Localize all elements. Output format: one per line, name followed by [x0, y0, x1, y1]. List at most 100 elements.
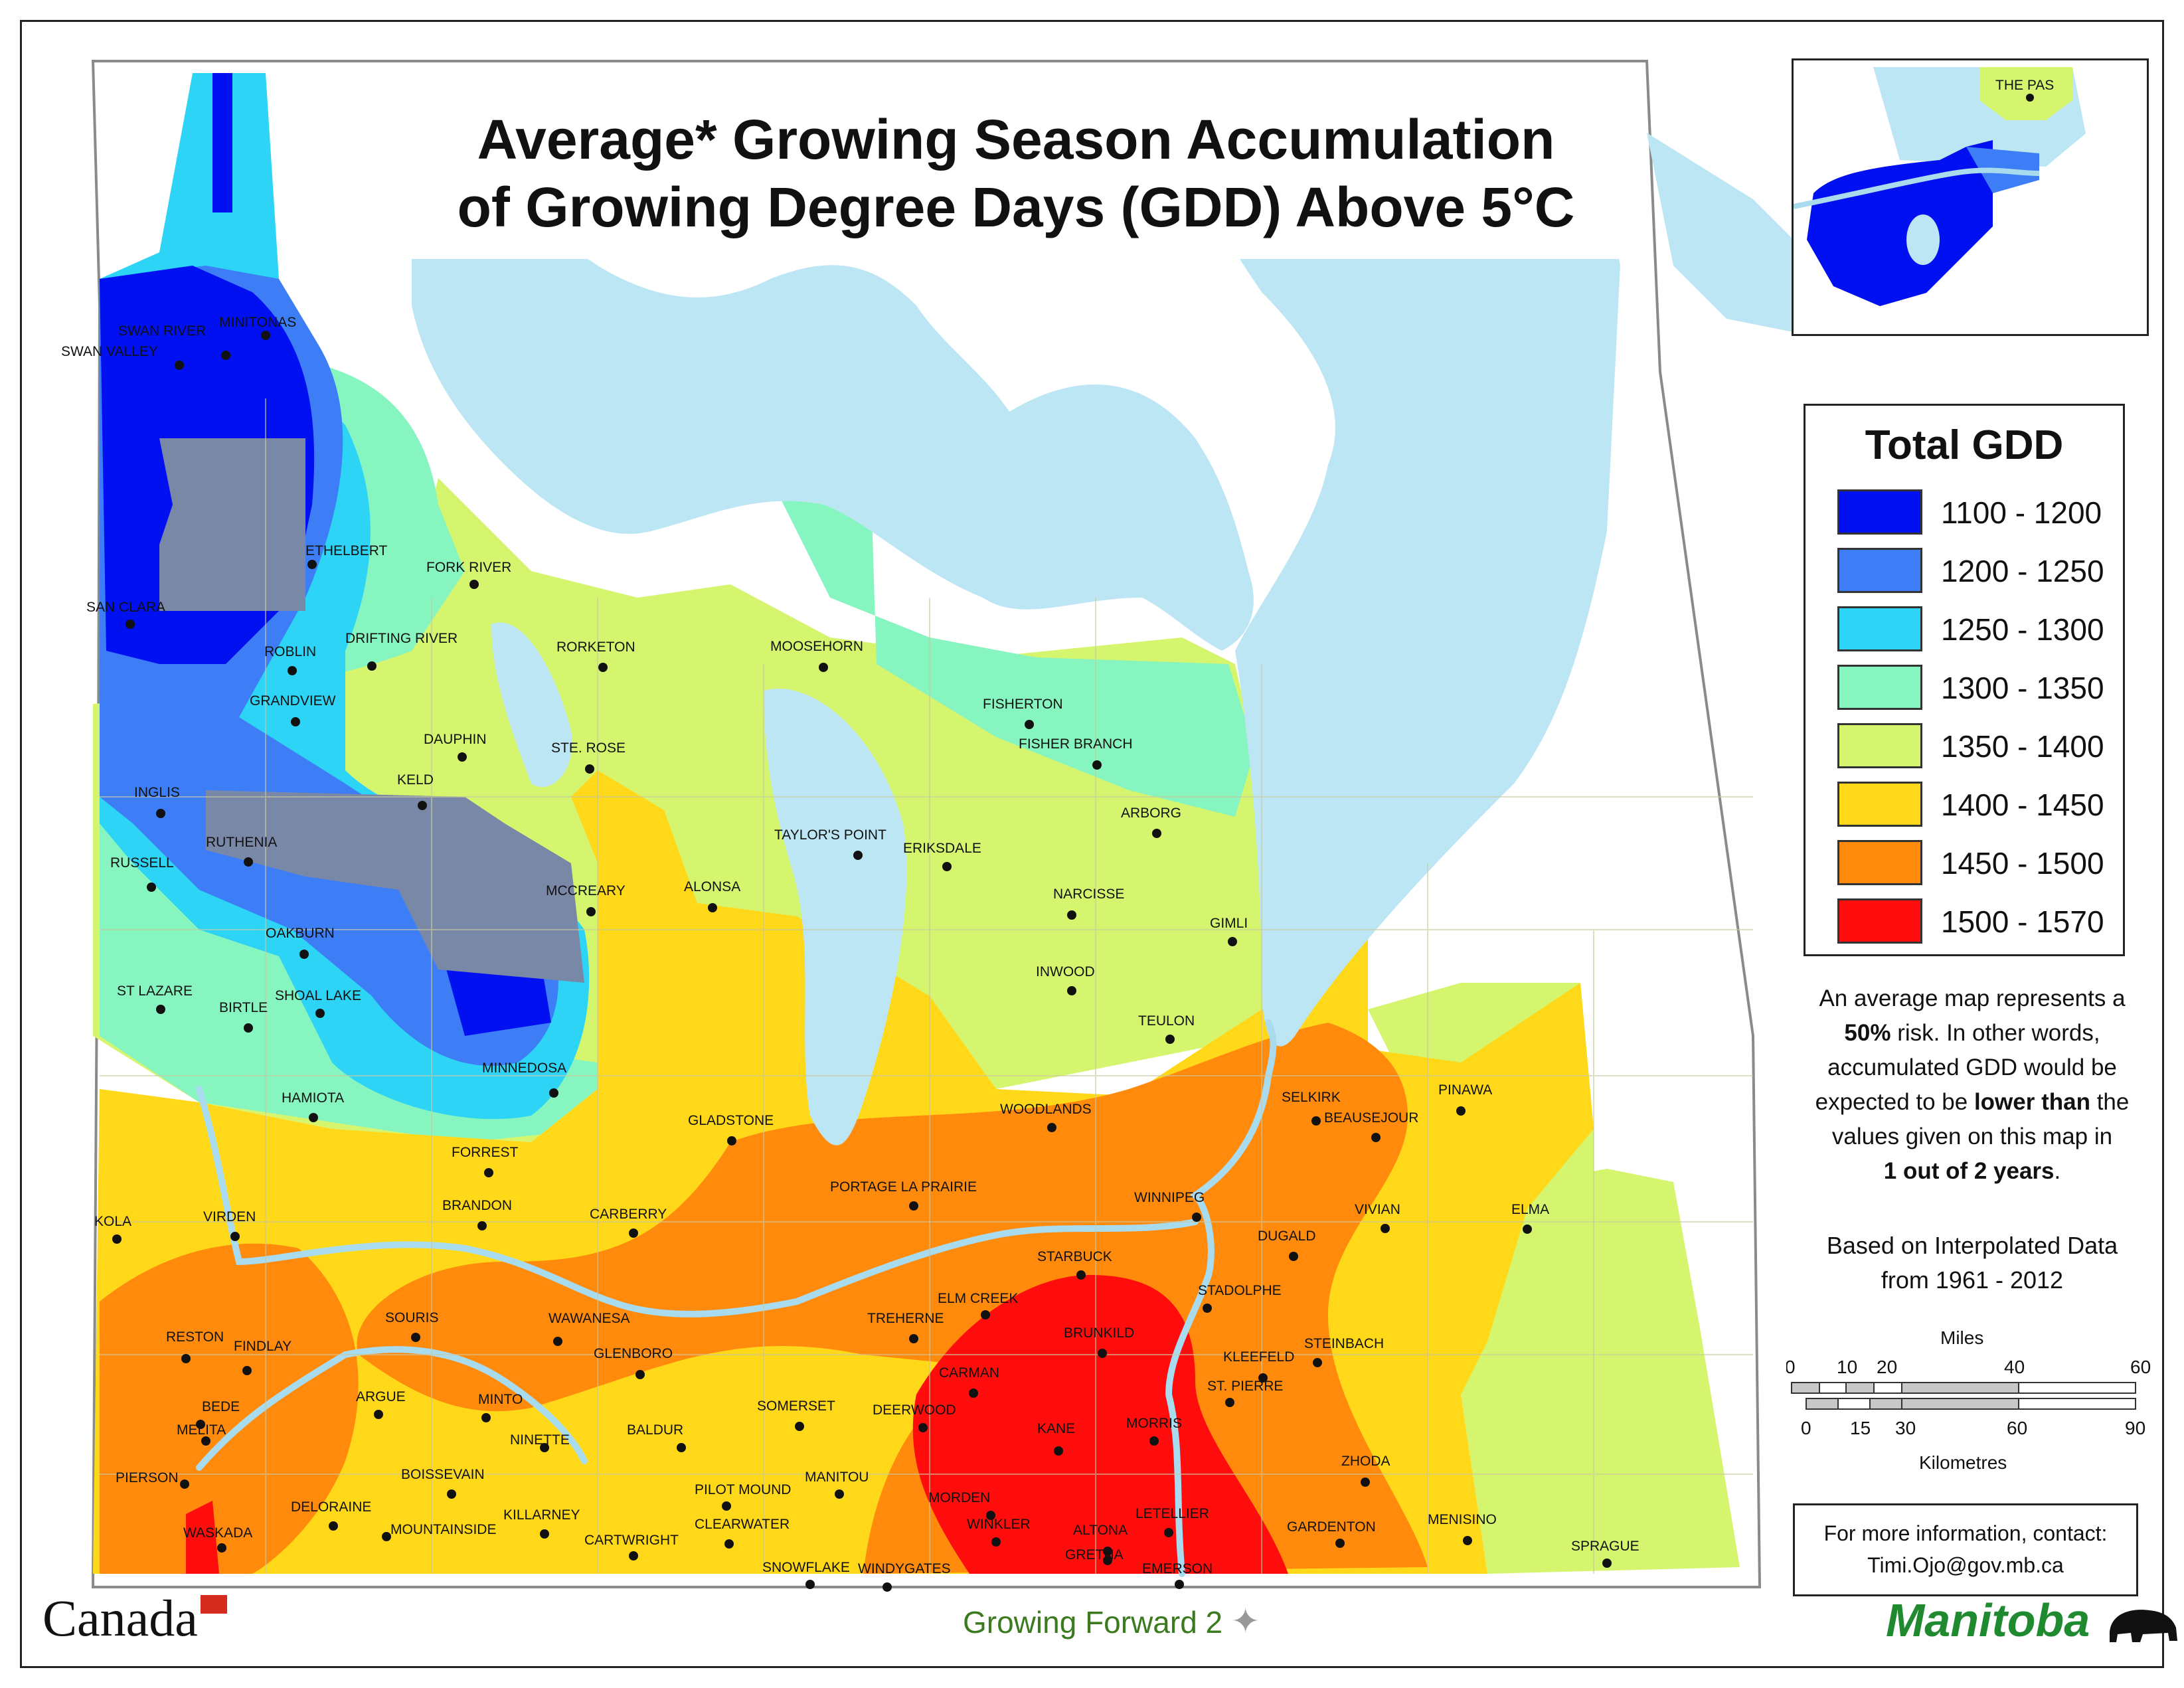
city-marker: [244, 857, 253, 867]
city-label: MINTO: [478, 1392, 523, 1407]
city-label: MORRIS: [1126, 1416, 1182, 1431]
city-marker: [1192, 1213, 1201, 1222]
maple-leaf-icon: ✦: [1230, 1602, 1260, 1641]
scale-mile-tick: 0: [1786, 1357, 1796, 1377]
city-marker: [835, 1489, 844, 1499]
lake: [1647, 133, 1793, 332]
city-marker: [1025, 720, 1034, 729]
city-marker: [540, 1529, 549, 1539]
city-marker: [315, 1009, 325, 1018]
inset-city-label: THE PAS: [1995, 78, 2054, 93]
assiniboine-river: [196, 1086, 1199, 1317]
gdd-zones: [93, 73, 1740, 1574]
city-marker: [1054, 1446, 1063, 1456]
city-marker: [1602, 1559, 1612, 1568]
city-label: ZHODA: [1341, 1454, 1390, 1469]
inset-river: [1794, 167, 2040, 209]
city-marker: [909, 1334, 918, 1343]
city-marker: [918, 1423, 928, 1432]
inset-map-graphic: THE PAS: [1794, 60, 2147, 334]
city-marker: [230, 1232, 240, 1241]
city-label: BIRTLE: [219, 1000, 268, 1015]
inset-lake: [1906, 214, 1940, 265]
city-label: KOLA: [94, 1214, 131, 1229]
legend-label: 1350 - 1400: [1941, 729, 2104, 764]
zone-1100-1200: [212, 73, 232, 212]
city-marker: [1175, 1580, 1184, 1589]
city-marker: [795, 1422, 804, 1431]
city-label: SNOWFLAKE: [762, 1560, 850, 1575]
city-marker: [549, 1088, 558, 1098]
city-label: PIERSON: [116, 1470, 179, 1485]
city-marker: [1203, 1304, 1212, 1313]
city-label: PILOT MOUND: [695, 1482, 791, 1497]
growing-forward-text: Growing Forward 2: [963, 1605, 1223, 1640]
city-marker: [1165, 1035, 1175, 1044]
city-marker: [481, 1413, 491, 1422]
rm-boundaries: [100, 398, 1753, 1574]
city-marker: [1098, 1349, 1107, 1358]
city-label: STEINBACH: [1304, 1336, 1384, 1351]
city-label: SOURIS: [385, 1310, 439, 1325]
note-line-4-pre: expected to be: [1815, 1089, 1974, 1115]
manitoba-wordmark: Manitoba: [1886, 1594, 2090, 1646]
city-label: DUGALD: [1258, 1228, 1316, 1244]
city-label: VIRDEN: [203, 1209, 256, 1224]
city-label: WINNIPEG: [1134, 1190, 1205, 1205]
legend-swatch: [1837, 898, 1922, 944]
city-marker: [217, 1543, 226, 1553]
city-label: SPRAGUE: [1571, 1539, 1639, 1554]
city-marker: [221, 351, 230, 360]
scale-miles-label: Miles: [1940, 1327, 1983, 1348]
city-label: ETHELBERT: [305, 543, 387, 558]
city-marker: [112, 1234, 122, 1244]
city-marker: [1361, 1477, 1370, 1487]
city-label: KANE: [1037, 1421, 1075, 1436]
city-label: ERIKSDALE: [903, 841, 981, 856]
city-marker: [181, 1354, 191, 1363]
city-marker: [291, 717, 300, 726]
legend-swatch: [1837, 782, 1922, 827]
city-marker: [722, 1501, 731, 1511]
city-label: ST LAZARE: [117, 983, 193, 999]
city-label: VIVIAN: [1355, 1202, 1400, 1217]
city-marker: [853, 851, 863, 860]
inset-city-marker: [2026, 94, 2034, 102]
city-marker: [724, 1539, 734, 1549]
city-marker: [244, 1023, 253, 1033]
city-marker: [1371, 1133, 1381, 1142]
city-label: INGLIS: [134, 785, 180, 800]
data-source-note: Based on Interpolated Data from 1961 - 2…: [1786, 1228, 2158, 1298]
city-marker: [969, 1389, 978, 1398]
city-label: HAMIOTA: [282, 1090, 344, 1106]
legend-swatch: [1837, 489, 1922, 535]
city-marker: [367, 661, 377, 671]
city-marker: [447, 1489, 456, 1499]
city-label: DEERWOOD: [873, 1402, 956, 1418]
contact-email[interactable]: Timi.Ojo@gov.mb.ca: [1867, 1553, 2064, 1577]
legend: Total GDD 1100 - 1200 1200 - 1250 1250 - 1…: [1804, 404, 2125, 956]
city-label: FINDLAY: [234, 1339, 292, 1354]
city-label: BRANDON: [442, 1198, 512, 1213]
risk-note: An average map represents a 50% risk. In…: [1786, 981, 2158, 1189]
zone-1350-1400: [1461, 1169, 1740, 1574]
city-label: WOODLANDS: [1000, 1102, 1092, 1117]
city-label: DELORAINE: [291, 1499, 371, 1515]
city-label: SHOAL LAKE: [275, 988, 361, 1003]
city-label: CARTWRIGHT: [584, 1533, 679, 1548]
city-marker: [1335, 1539, 1345, 1548]
contact-line-1: For more information, contact:: [1823, 1521, 2108, 1545]
legend-label: 1500 - 1570: [1941, 904, 2104, 939]
based-line-1: Based on Interpolated Data: [1826, 1232, 2118, 1259]
city-marker: [1313, 1358, 1322, 1367]
city-marker: [175, 361, 184, 370]
city-label: SWAN RIVER: [118, 323, 206, 339]
map-title: Average* Growing Season Accumulation of …: [392, 100, 1640, 259]
lake: [412, 239, 1254, 651]
city-label: MINNEDOSA: [482, 1060, 566, 1076]
city-marker: [484, 1168, 493, 1177]
city-label: MANITOU: [805, 1470, 869, 1485]
note-line-6-bold: 1 out of 2 years: [1883, 1158, 2055, 1184]
city-marker: [1311, 1116, 1321, 1126]
